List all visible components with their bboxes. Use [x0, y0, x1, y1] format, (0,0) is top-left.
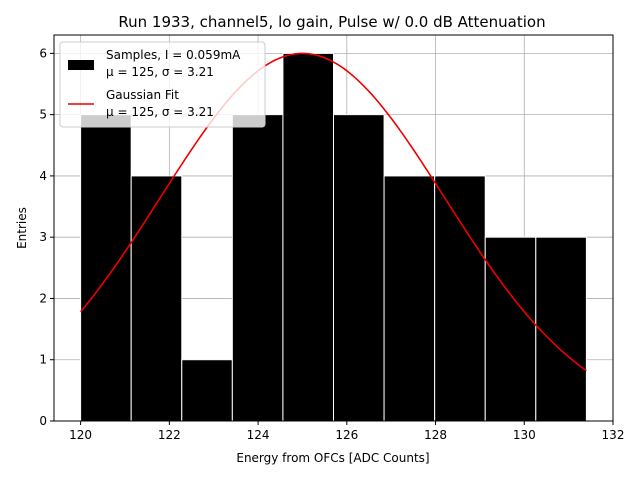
gaussian-fit-curve [80, 52, 587, 372]
legend-box [59, 41, 266, 128]
histogram-bar [181, 359, 233, 422]
histogram-bars [80, 52, 587, 422]
histogram-bar [282, 52, 334, 422]
histogram-bar [130, 175, 183, 422]
histogram-bar [383, 175, 436, 422]
histogram-bar [333, 114, 385, 422]
x-axis-label: Energy from OFCs [ADC Counts] [236, 451, 429, 465]
x-axis: 120 122 124 126 128 130 132 [69, 421, 624, 442]
y-axis: 0 1 2 3 4 5 6 [39, 46, 54, 428]
y-tick-label: 3 [39, 230, 47, 244]
y-tick-label: 6 [39, 46, 47, 60]
x-tick-label: 124 [247, 428, 270, 442]
x-tick-label: 126 [335, 428, 358, 442]
x-tick-label: 128 [424, 428, 447, 442]
histogram-bar [231, 114, 284, 422]
legend: Samples, I = 0.059mA μ = 125, σ = 3.21 G… [59, 41, 266, 128]
histogram-bar [80, 114, 132, 422]
histogram-bar [535, 236, 587, 422]
plot-frame [53, 34, 614, 422]
y-tick-label: 4 [39, 169, 47, 183]
legend-fit-label: Gaussian Fit [106, 88, 179, 102]
y-tick-label: 1 [39, 353, 47, 367]
y-axis-label: Entries [15, 207, 29, 249]
y-tick-label: 0 [39, 414, 47, 428]
legend-fit-stats: μ = 125, σ = 3.21 [106, 105, 214, 119]
histogram-bar [434, 175, 486, 422]
x-tick-label: 132 [602, 428, 625, 442]
histogram-bar [484, 236, 537, 422]
y-tick-label: 2 [39, 291, 47, 305]
x-tick-label: 120 [69, 428, 92, 442]
gaussian-fit-layer [80, 52, 587, 372]
legend-histogram-stats: μ = 125, σ = 3.21 [106, 65, 214, 79]
y-tick-label: 5 [39, 108, 47, 122]
legend-histogram-swatch [68, 60, 94, 70]
x-tick-label: 122 [158, 428, 181, 442]
chart-title: Run 1933, channel5, lo gain, Pulse w/ 0.… [118, 13, 545, 31]
x-tick-label: 130 [513, 428, 536, 442]
legend-histogram-label: Samples, I = 0.059mA [106, 48, 241, 62]
